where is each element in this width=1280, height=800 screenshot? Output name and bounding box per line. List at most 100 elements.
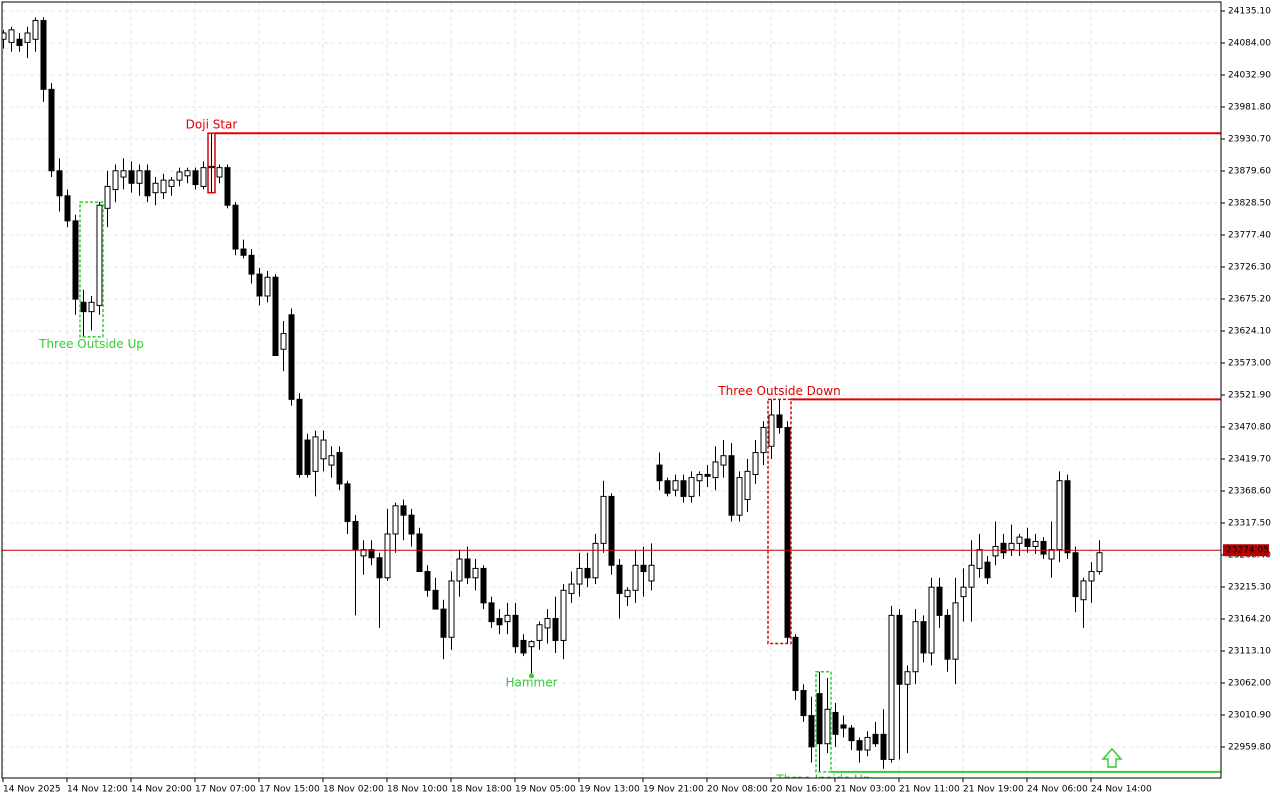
candle-body: [912, 621, 919, 673]
x-tick-label: 18 Nov 18:00: [451, 785, 512, 795]
y-tick-label: 22959.80: [1228, 743, 1271, 753]
candle-body: [520, 639, 527, 654]
candle-body: [112, 170, 119, 191]
candle-body: [464, 558, 471, 579]
candle-body: [200, 167, 207, 187]
x-tick-label: 14 Nov 2025: [3, 785, 61, 795]
pattern-box: [207, 132, 216, 194]
candle-body: [240, 248, 247, 256]
candle-body: [992, 545, 999, 557]
candle-body: [616, 564, 623, 594]
candle-body: [968, 564, 975, 588]
candle-body: [168, 179, 175, 187]
candle-body: [856, 740, 863, 751]
x-tick-label: 21 Nov 19:00: [963, 785, 1024, 795]
pattern-box: [79, 201, 104, 338]
x-tick-label: 18 Nov 02:00: [323, 785, 384, 795]
candle-body: [632, 564, 639, 591]
x-tick-label: 21 Nov 11:00: [899, 785, 960, 795]
candle-body: [1048, 549, 1055, 560]
candle-body: [1096, 552, 1103, 573]
candle-body: [72, 220, 79, 300]
candle-body: [760, 427, 767, 454]
candle-body: [368, 549, 375, 559]
candle-body: [1072, 552, 1079, 598]
candle-body: [1000, 542, 1007, 554]
y-tick-label: 23828.50: [1228, 199, 1271, 209]
candle-body: [1088, 571, 1095, 582]
y-tick-label: 23368.60: [1228, 487, 1271, 497]
plot-area: Three Outside Up Doji Star Hammer Three Out…: [2, 2, 1221, 786]
candle-body: [960, 586, 967, 598]
candle-body: [384, 533, 391, 579]
pattern-label: Three Inside Up: [775, 772, 870, 786]
candle-body: [624, 589, 631, 598]
candle-body: [552, 618, 559, 641]
candle-body: [560, 589, 567, 641]
candle-body: [280, 333, 287, 350]
candle-body: [104, 185, 111, 209]
candle-body: [568, 583, 575, 594]
candle-body: [448, 580, 455, 638]
candle-body: [896, 614, 903, 685]
candle-body: [392, 505, 399, 535]
candle-body: [680, 480, 687, 497]
candle-body: [480, 567, 487, 604]
pattern-label: Three Outside Down: [717, 384, 840, 398]
candle-body: [320, 439, 327, 460]
candle-body: [304, 439, 311, 475]
candle-body: [816, 693, 823, 745]
candle-body: [152, 182, 159, 194]
candle-body: [1080, 580, 1087, 601]
candle-body: [80, 301, 87, 313]
candle-body: [400, 505, 407, 516]
y-tick-label: 24084.00: [1228, 39, 1271, 49]
candle-body: [416, 533, 423, 573]
candle-body: [864, 736, 871, 751]
candle-body: [544, 618, 551, 629]
candle-body: [256, 273, 263, 297]
candle-body: [792, 636, 799, 692]
candle-body: [848, 727, 855, 742]
pattern-box: [767, 398, 792, 645]
buy-arrow: [1101, 747, 1123, 768]
candle-body: [96, 204, 103, 306]
candle-body: [824, 708, 831, 745]
candle-body: [432, 589, 439, 610]
candle-body: [40, 19, 47, 90]
candle-body: [800, 690, 807, 717]
x-tick-label: 17 Nov 07:00: [195, 785, 256, 795]
y-tick-label: 23215.30: [1228, 583, 1271, 593]
x-tick-label: 24 Nov 14:00: [1091, 785, 1152, 795]
y-tick-label: 23164.20: [1228, 615, 1271, 625]
candle-body: [216, 167, 223, 178]
y-tick-label: 24032.90: [1228, 71, 1271, 81]
candle-body: [776, 414, 783, 429]
x-tick-label: 19 Nov 05:00: [515, 785, 576, 795]
candle-body: [440, 608, 447, 638]
candle-body: [512, 614, 519, 648]
candle-body: [688, 477, 695, 497]
candle-body: [488, 602, 495, 623]
candle-body: [408, 514, 415, 535]
candle-body: [592, 542, 599, 579]
candle-body: [752, 452, 759, 475]
candle-body: [24, 32, 31, 43]
candle-body: [248, 254, 255, 275]
candle-body: [720, 455, 727, 466]
candle-body: [424, 571, 431, 591]
y-tick-label: 23675.20: [1228, 295, 1271, 305]
candle-body: [712, 461, 719, 479]
candle-body: [496, 618, 503, 626]
candle-body: [768, 414, 775, 447]
candle-body: [528, 641, 535, 648]
y-tick-label: 23879.60: [1228, 167, 1271, 177]
candle-body: [1064, 480, 1071, 554]
candle-body: [648, 564, 655, 582]
x-tick-label: 19 Nov 13:00: [579, 785, 640, 795]
candle-body: [536, 624, 543, 641]
candle-body: [904, 671, 911, 685]
candle-body: [48, 88, 55, 172]
candle-body: [32, 19, 39, 40]
